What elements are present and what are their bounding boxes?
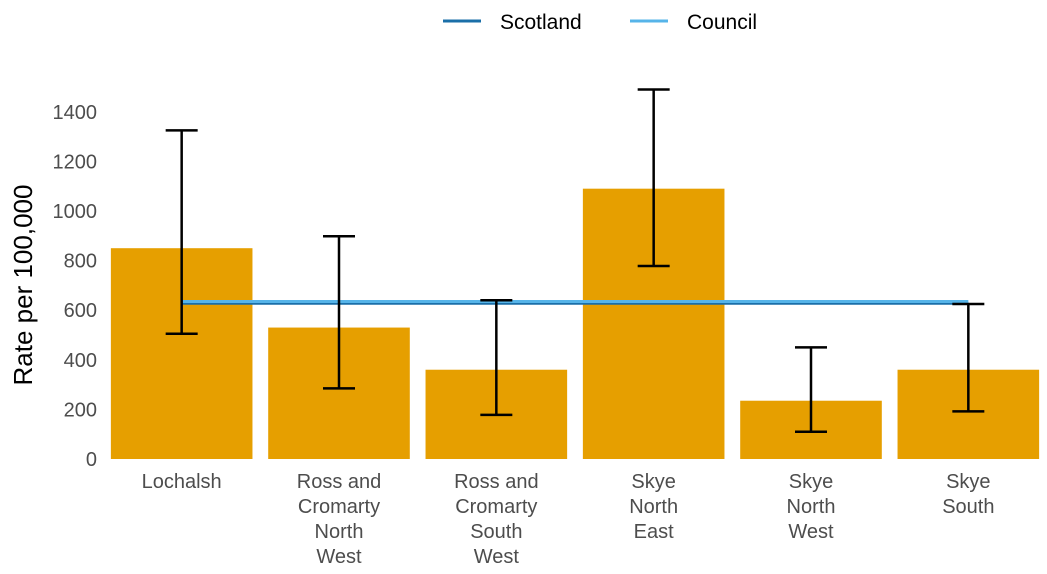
y-tick-label: 400: [64, 350, 97, 372]
x-tick-label: Skye North West: [787, 471, 836, 543]
x-axis-ticks: Lochalsh Ross and Cromarty North West Ross an…: [142, 471, 995, 568]
y-axis-title: Rate per 100,000: [8, 185, 38, 386]
legend-label: Council: [687, 11, 757, 34]
error-bar: [480, 299, 513, 417]
legend: Scotland Council: [443, 11, 757, 34]
x-tick-label: Ross and Cromarty North West: [297, 471, 382, 568]
y-tick-label: 200: [64, 399, 97, 421]
y-axis-ticks: 0 200 400 600 800 1000 1200 1400: [53, 102, 98, 471]
x-tick-label: Skye North East: [629, 471, 678, 543]
error-bar: [323, 235, 355, 390]
x-tick-label: Ross and Cromarty South West: [454, 471, 539, 568]
error-bar: [795, 346, 827, 433]
legend-label: Scotland: [500, 11, 582, 34]
y-tick-label: 0: [86, 449, 97, 471]
bars: [110, 188, 1040, 459]
error-bar: [952, 302, 985, 413]
error-bars: [165, 88, 985, 433]
y-tick-label: 1400: [53, 102, 98, 124]
y-tick-label: 800: [64, 251, 97, 273]
error-bar: [637, 88, 670, 268]
y-tick-label: 1000: [53, 201, 98, 223]
y-tick-label: 1200: [53, 151, 98, 173]
y-tick-label: 600: [64, 300, 97, 322]
reference-lines: [181, 300, 969, 305]
x-tick-label: Lochalsh: [142, 471, 222, 493]
error-bar: [165, 129, 198, 336]
x-tick-label: Skye South: [942, 471, 994, 518]
